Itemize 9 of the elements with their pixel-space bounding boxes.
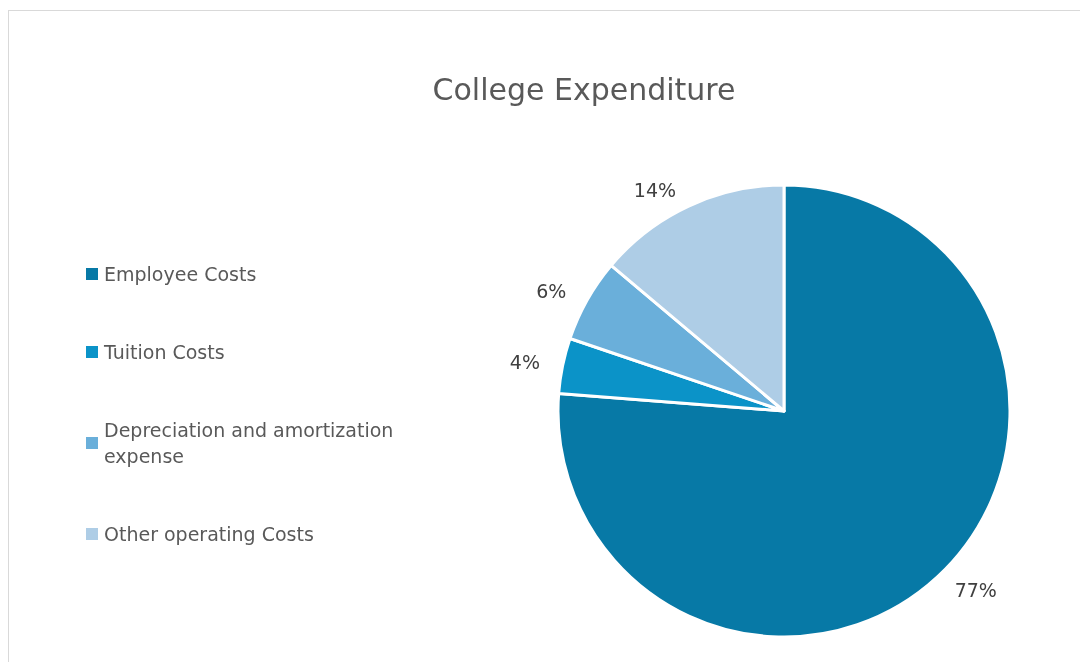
chart-title: College Expenditure xyxy=(432,71,736,107)
data-label: 6% xyxy=(536,280,567,303)
data-label: 4% xyxy=(509,351,540,373)
legend-label: Employee Costs xyxy=(104,263,257,285)
legend-label: Tuition Costs xyxy=(103,341,225,363)
data-label: 14% xyxy=(633,178,677,201)
legend-label: Other operating Costs xyxy=(104,523,314,545)
legend-label: Depreciation and amortization expense xyxy=(104,419,400,467)
data-label: 77% xyxy=(954,579,997,602)
